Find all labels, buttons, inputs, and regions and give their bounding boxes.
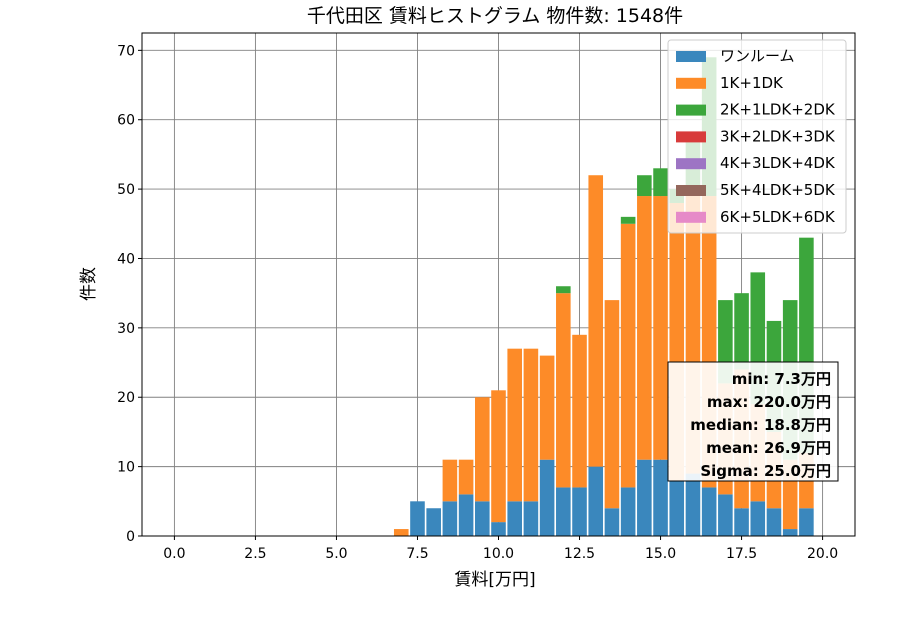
bar — [442, 459, 458, 502]
y-tick-label: 20 — [117, 390, 135, 406]
legend-swatch — [676, 77, 706, 89]
bar — [620, 223, 636, 488]
legend-box — [667, 39, 847, 234]
legend-label: 2K+1LDK+2DK — [720, 101, 836, 119]
bar — [588, 175, 604, 467]
axis-ticks: 0.0 2.5 5.0 7.5 10.0 12.5 15.0 17.5 20.0 0 10 20 30 4… — [117, 43, 838, 562]
x-tick-label: 15.0 — [645, 546, 676, 562]
legend-label: 4K+3LDK+4DK — [720, 154, 836, 172]
legend-label: ワンルーム — [720, 47, 795, 65]
legend-swatch — [676, 211, 706, 223]
bar — [556, 293, 571, 488]
bar — [572, 334, 587, 488]
bar — [799, 508, 814, 536]
bar — [410, 501, 425, 536]
legend-swatch — [676, 104, 706, 116]
bar — [393, 529, 409, 536]
x-tick-label: 17.5 — [726, 546, 757, 562]
bar — [669, 480, 685, 536]
bar — [458, 459, 474, 495]
legend-swatch — [676, 51, 706, 62]
legend-swatch — [676, 158, 706, 170]
bar — [572, 487, 587, 536]
bar — [507, 348, 522, 502]
bar — [620, 216, 636, 224]
bar — [523, 501, 539, 536]
x-tick-label: 10.0 — [483, 546, 514, 562]
bar — [442, 501, 458, 536]
bar — [685, 473, 701, 536]
bar — [588, 466, 604, 536]
bar — [539, 355, 555, 460]
bar — [653, 168, 668, 197]
y-tick-label: 70 — [117, 43, 135, 59]
bar — [475, 501, 490, 536]
bar — [556, 286, 571, 294]
y-tick-label: 0 — [126, 529, 135, 545]
y-tick-label: 30 — [117, 321, 135, 337]
chart-title: 千代田区 賃料ヒストグラム 物件数: 1548件 — [307, 5, 683, 27]
bar — [491, 522, 506, 536]
bar — [556, 487, 571, 536]
bar — [604, 300, 620, 509]
legend-label: 5K+4LDK+5DK — [720, 181, 836, 199]
bar — [458, 494, 474, 536]
y-tick-label: 40 — [117, 251, 135, 267]
stats-line: median: 18.8万円 — [690, 416, 831, 434]
bar — [475, 397, 490, 502]
legend-swatch — [676, 131, 706, 143]
bar — [653, 459, 668, 536]
bar — [734, 293, 749, 370]
y-axis-label: 件数 — [79, 267, 99, 301]
x-tick-label: 12.5 — [564, 546, 595, 562]
legend: ワンルーム 1K+1DK 2K+1LDK+2DK 3K+2LDK+3DK 4K+3LDK… — [667, 39, 847, 234]
stats-frame — [667, 361, 839, 482]
x-tick-label: 20.0 — [807, 546, 838, 562]
bar — [507, 501, 522, 536]
bar — [539, 459, 555, 536]
stats-box: min: 7.3万円 max: 220.0万円 median: 18.8万円 mean… — [667, 361, 839, 482]
y-tick-label: 60 — [117, 113, 135, 129]
bar — [734, 508, 749, 536]
bar — [620, 487, 636, 536]
legend-label: 6K+5LDK+6DK — [720, 208, 836, 226]
bar — [766, 508, 782, 536]
stats-line: mean: 26.9万円 — [706, 439, 831, 457]
x-axis-label: 賃料[万円] — [454, 570, 535, 590]
legend-label: 1K+1DK — [720, 74, 784, 92]
bar — [782, 529, 798, 536]
bar — [653, 196, 668, 460]
bar — [637, 175, 652, 197]
x-tick-label: 0.0 — [163, 546, 185, 562]
bar — [491, 390, 506, 523]
bar — [637, 459, 652, 536]
x-tick-label: 7.5 — [406, 546, 428, 562]
stats-line: Sigma: 25.0万円 — [700, 462, 831, 480]
bar — [426, 508, 441, 536]
legend-swatch — [676, 185, 706, 196]
legend-label: 3K+2LDK+3DK — [720, 127, 836, 145]
x-tick-label: 2.5 — [244, 546, 266, 562]
bar — [604, 508, 620, 536]
bar — [523, 348, 539, 502]
bar — [718, 494, 733, 536]
bar — [637, 196, 652, 460]
bar — [701, 487, 717, 536]
y-tick-label: 10 — [117, 460, 135, 476]
bar — [750, 501, 766, 536]
y-tick-label: 50 — [117, 182, 135, 198]
x-tick-label: 5.0 — [325, 546, 347, 562]
stats-line: min: 7.3万円 — [732, 370, 831, 388]
stats-line: max: 220.0万円 — [707, 393, 831, 411]
